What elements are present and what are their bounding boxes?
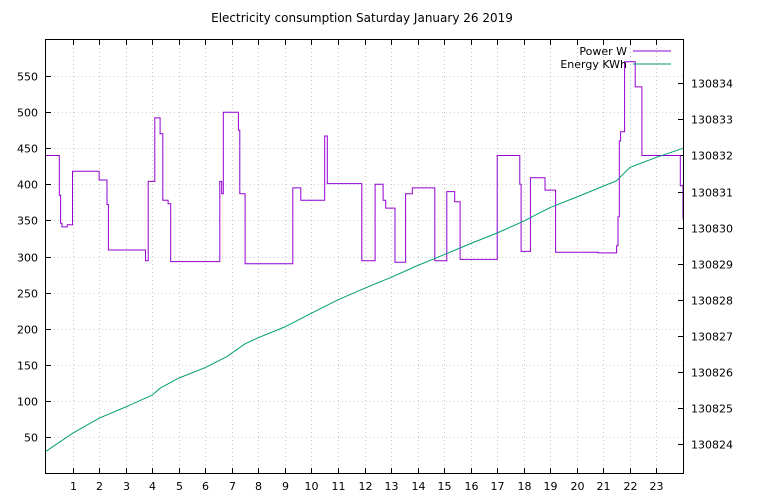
- y-axis-right: 130824 130825 130826 130827 130828 130829 1308…: [678, 78, 733, 452]
- y2-tick-label: 130826: [691, 367, 733, 380]
- x-tick-label: 22: [624, 480, 638, 493]
- x-tick-label: 18: [518, 480, 532, 493]
- x-tick-label: 8: [255, 480, 262, 493]
- x-tick-label: 9: [282, 480, 289, 493]
- x-tick-label: 11: [332, 480, 346, 493]
- y-tick-label: 50: [24, 432, 38, 445]
- x-tick-label: 4: [149, 480, 156, 493]
- y-tick-label: 350: [17, 215, 38, 228]
- y2-tick-label: 130833: [691, 114, 733, 127]
- legend-label-power: Power W: [579, 45, 627, 58]
- x-tick-label: 15: [438, 480, 452, 493]
- chart-title: Electricity consumption Saturday January…: [211, 11, 513, 25]
- x-tick-label: 14: [412, 480, 426, 493]
- x-tick-label: 10: [305, 480, 319, 493]
- x-tick-label: 17: [491, 480, 505, 493]
- y-tick-label: 450: [17, 143, 38, 156]
- x-tick-label: 2: [96, 480, 103, 493]
- x-tick-label: 12: [359, 480, 373, 493]
- series-layer: [45, 61, 684, 452]
- x-tick-label: 6: [202, 480, 209, 493]
- x-tick-label: 16: [465, 480, 479, 493]
- x-tick-label: 1: [70, 480, 77, 493]
- legend: Power W Energy KWh: [560, 45, 671, 71]
- y-tick-label: 300: [17, 252, 38, 265]
- y-tick-label: 400: [17, 179, 38, 192]
- x-tick-label: 5: [176, 480, 183, 493]
- x-axis: 1 2 3 4 5 6 7 8 9 10 11 12 13 14 15 16 17 18 19 20 21 22 23: [70, 40, 664, 493]
- series-line-energy: [45, 147, 684, 452]
- y2-tick-label: 130827: [691, 331, 733, 344]
- plot-frame: [45, 39, 684, 474]
- y2-tick-label: 130824: [691, 439, 733, 452]
- y2-tick-label: 130829: [691, 259, 733, 272]
- y2-tick-label: 130831: [691, 187, 733, 200]
- y-axis-left: 50 100 150 200 250 300 350 400 450 500 550: [17, 71, 51, 445]
- x-tick-label: 3: [123, 480, 130, 493]
- grid: [46, 40, 683, 473]
- x-tick-label: 7: [229, 480, 236, 493]
- x-tick-label: 23: [650, 480, 664, 493]
- x-tick-label: 19: [544, 480, 558, 493]
- y2-tick-label: 130825: [691, 403, 733, 416]
- y2-tick-label: 130832: [691, 150, 733, 163]
- y2-tick-label: 130828: [691, 295, 733, 308]
- legend-label-energy: Energy KWh: [560, 58, 627, 71]
- y-tick-label: 550: [17, 71, 38, 84]
- y-tick-label: 100: [17, 396, 38, 409]
- series-line-power: [46, 61, 684, 265]
- y2-tick-label: 130830: [691, 223, 733, 236]
- y-tick-label: 250: [17, 288, 38, 301]
- x-tick-label: 13: [385, 480, 399, 493]
- y-tick-label: 500: [17, 107, 38, 120]
- y2-tick-label: 130834: [691, 78, 733, 91]
- y-tick-label: 150: [17, 360, 38, 373]
- x-tick-label: 20: [571, 480, 585, 493]
- y-tick-label: 200: [17, 324, 38, 337]
- x-tick-label: 21: [597, 480, 611, 493]
